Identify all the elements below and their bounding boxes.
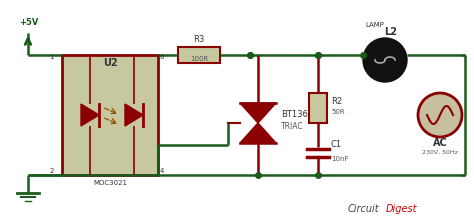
Polygon shape bbox=[240, 123, 276, 143]
Text: TRIAC: TRIAC bbox=[281, 122, 304, 131]
Text: R3: R3 bbox=[193, 35, 205, 44]
Text: LAMP: LAMP bbox=[365, 22, 384, 28]
Polygon shape bbox=[240, 103, 276, 123]
Text: BT136: BT136 bbox=[281, 110, 308, 119]
Text: L2: L2 bbox=[384, 27, 398, 37]
Text: 10nF: 10nF bbox=[331, 156, 348, 162]
Text: 6: 6 bbox=[160, 54, 164, 60]
Text: 100R: 100R bbox=[190, 56, 208, 62]
Text: Circuit: Circuit bbox=[348, 204, 380, 214]
Circle shape bbox=[363, 38, 407, 82]
Polygon shape bbox=[125, 104, 143, 126]
Polygon shape bbox=[81, 104, 99, 126]
Text: AC: AC bbox=[433, 138, 447, 148]
Text: U2: U2 bbox=[103, 58, 117, 68]
Circle shape bbox=[418, 93, 462, 137]
Text: 230V, 50Hz: 230V, 50Hz bbox=[422, 150, 458, 155]
FancyBboxPatch shape bbox=[178, 47, 220, 63]
FancyBboxPatch shape bbox=[309, 93, 327, 123]
Text: +5V: +5V bbox=[19, 18, 38, 27]
Text: MOC3021: MOC3021 bbox=[93, 180, 127, 186]
Text: 2: 2 bbox=[50, 168, 54, 174]
Text: C1: C1 bbox=[331, 140, 342, 149]
Text: 4: 4 bbox=[160, 168, 164, 174]
Text: 1: 1 bbox=[49, 54, 54, 60]
Text: R2: R2 bbox=[331, 97, 342, 106]
Text: 50R: 50R bbox=[331, 109, 345, 115]
FancyBboxPatch shape bbox=[62, 55, 158, 175]
Text: Digest: Digest bbox=[386, 204, 418, 214]
